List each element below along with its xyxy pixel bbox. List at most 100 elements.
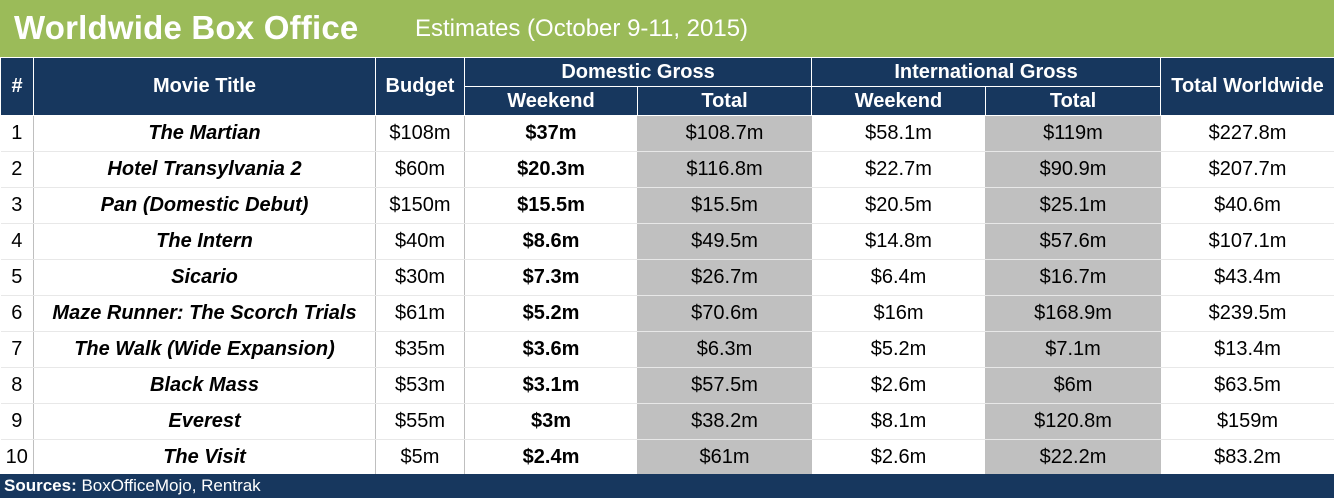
rank-cell: 8 <box>0 367 34 404</box>
worldwide-total-cell: $239.5m <box>1160 295 1334 332</box>
movie-title-cell: Sicario <box>33 259 376 296</box>
worldwide-total-cell: $227.8m <box>1160 115 1334 152</box>
budget-cell: $60m <box>375 151 465 188</box>
worldwide-total-cell: $40.6m <box>1160 187 1334 224</box>
sources-text: BoxOfficeMojo, Rentrak <box>76 476 261 495</box>
international-weekend-cell: $14.8m <box>811 223 987 260</box>
international-total-cell: $22.2m <box>985 439 1162 476</box>
international-total-cell: $16.7m <box>985 259 1162 296</box>
domestic-weekend-cell: $37m <box>464 115 638 152</box>
international-total-cell: $7.1m <box>985 331 1162 368</box>
table-row: 1 The Martian $108m $37m $108.7m $58.1m … <box>0 115 1334 152</box>
domestic-weekend-header: Weekend <box>464 86 638 116</box>
budget-cell: $30m <box>375 259 465 296</box>
worldwide-total-cell: $159m <box>1160 403 1334 440</box>
domestic-weekend-cell: $3m <box>464 403 638 440</box>
rank-cell: 7 <box>0 331 34 368</box>
rank-header: # <box>0 57 34 116</box>
domestic-total-cell: $49.5m <box>637 223 813 260</box>
table-row: 4 The Intern $40m $8.6m $49.5m $14.8m $5… <box>0 223 1334 260</box>
domestic-total-cell: $108.7m <box>637 115 813 152</box>
movie-title-cell: Hotel Transylvania 2 <box>33 151 376 188</box>
worldwide-total-cell: $107.1m <box>1160 223 1334 260</box>
table-row: 10 The Visit $5m $2.4m $61m $2.6m $22.2m… <box>0 439 1334 476</box>
table-row: 2 Hotel Transylvania 2 $60m $20.3m $116.… <box>0 151 1334 188</box>
international-weekend-cell: $2.6m <box>811 439 987 476</box>
budget-cell: $150m <box>375 187 465 224</box>
movie-title-cell: Everest <box>33 403 376 440</box>
international-weekend-cell: $2.6m <box>811 367 987 404</box>
movie-title-cell: The Intern <box>33 223 376 260</box>
page-title: Worldwide Box Office <box>14 9 359 46</box>
domestic-weekend-cell: $8.6m <box>464 223 638 260</box>
budget-cell: $55m <box>375 403 465 440</box>
worldwide-total-cell: $13.4m <box>1160 331 1334 368</box>
international-weekend-cell: $8.1m <box>811 403 987 440</box>
domestic-total-cell: $61m <box>637 439 813 476</box>
international-weekend-cell: $5.2m <box>811 331 987 368</box>
worldwide-total-cell: $83.2m <box>1160 439 1334 476</box>
domestic-total-header: Total <box>636 86 813 116</box>
worldwide-total-cell: $63.5m <box>1160 367 1334 404</box>
international-weekend-cell: $20.5m <box>811 187 987 224</box>
domestic-weekend-cell: $3.1m <box>464 367 638 404</box>
budget-cell: $40m <box>375 223 465 260</box>
sources-label: Sources: <box>4 476 77 495</box>
budget-cell: $5m <box>375 439 465 476</box>
rank-cell: 5 <box>0 259 34 296</box>
budget-cell: $35m <box>375 331 465 368</box>
international-total-cell: $57.6m <box>985 223 1162 260</box>
domestic-total-cell: $70.6m <box>637 295 813 332</box>
rank-cell: 1 <box>0 115 34 152</box>
international-total-cell: $90.9m <box>985 151 1162 188</box>
domestic-weekend-cell: $5.2m <box>464 295 638 332</box>
table-row: 5 Sicario $30m $7.3m $26.7m $6.4m $16.7m… <box>0 259 1334 296</box>
rank-cell: 9 <box>0 403 34 440</box>
budget-header: Budget <box>375 57 465 116</box>
sources-footer: Sources: BoxOfficeMojo, Rentrak <box>0 474 1334 498</box>
domestic-weekend-cell: $2.4m <box>464 439 638 476</box>
box-office-table: # Movie Title Budget Domestic Gross Inte… <box>0 57 1334 476</box>
international-gross-header: International Gross <box>811 57 1162 87</box>
international-weekend-cell: $22.7m <box>811 151 987 188</box>
international-total-cell: $6m <box>985 367 1162 404</box>
title-bar: Worldwide Box Office Estimates (October … <box>0 0 1334 57</box>
international-weekend-cell: $16m <box>811 295 987 332</box>
domestic-total-cell: $6.3m <box>637 331 813 368</box>
rank-cell: 2 <box>0 151 34 188</box>
page-subtitle: Estimates (October 9-11, 2015) <box>415 15 749 42</box>
domestic-total-cell: $116.8m <box>637 151 813 188</box>
international-total-header: Total <box>985 86 1162 116</box>
budget-cell: $108m <box>375 115 465 152</box>
rank-cell: 4 <box>0 223 34 260</box>
movie-title-cell: Pan (Domestic Debut) <box>33 187 376 224</box>
international-weekend-cell: $6.4m <box>811 259 987 296</box>
table-row: 3 Pan (Domestic Debut) $150m $15.5m $15.… <box>0 187 1334 224</box>
movie-title-header: Movie Title <box>33 57 376 116</box>
domestic-total-cell: $38.2m <box>637 403 813 440</box>
movie-title-cell: Maze Runner: The Scorch Trials <box>33 295 376 332</box>
domestic-total-cell: $57.5m <box>637 367 813 404</box>
movie-title-cell: The Martian <box>33 115 376 152</box>
budget-cell: $53m <box>375 367 465 404</box>
movie-title-cell: The Visit <box>33 439 376 476</box>
international-total-cell: $119m <box>985 115 1162 152</box>
domestic-total-cell: $26.7m <box>637 259 813 296</box>
domestic-weekend-cell: $20.3m <box>464 151 638 188</box>
worldwide-total-cell: $207.7m <box>1160 151 1334 188</box>
table-row: 6 Maze Runner: The Scorch Trials $61m $5… <box>0 295 1334 332</box>
rank-cell: 3 <box>0 187 34 224</box>
domestic-gross-header: Domestic Gross <box>463 57 813 87</box>
international-weekend-header: Weekend <box>811 86 987 116</box>
domestic-weekend-cell: $7.3m <box>464 259 638 296</box>
international-total-cell: $25.1m <box>985 187 1162 224</box>
international-weekend-cell: $58.1m <box>811 115 987 152</box>
movie-title-cell: Black Mass <box>33 367 376 404</box>
movie-title-cell: The Walk (Wide Expansion) <box>33 331 376 368</box>
domestic-total-cell: $15.5m <box>637 187 813 224</box>
rank-cell: 10 <box>0 439 34 476</box>
domestic-weekend-cell: $15.5m <box>464 187 638 224</box>
international-total-cell: $168.9m <box>985 295 1162 332</box>
total-worldwide-header: Total Worldwide <box>1160 57 1334 116</box>
worldwide-total-cell: $43.4m <box>1160 259 1334 296</box>
